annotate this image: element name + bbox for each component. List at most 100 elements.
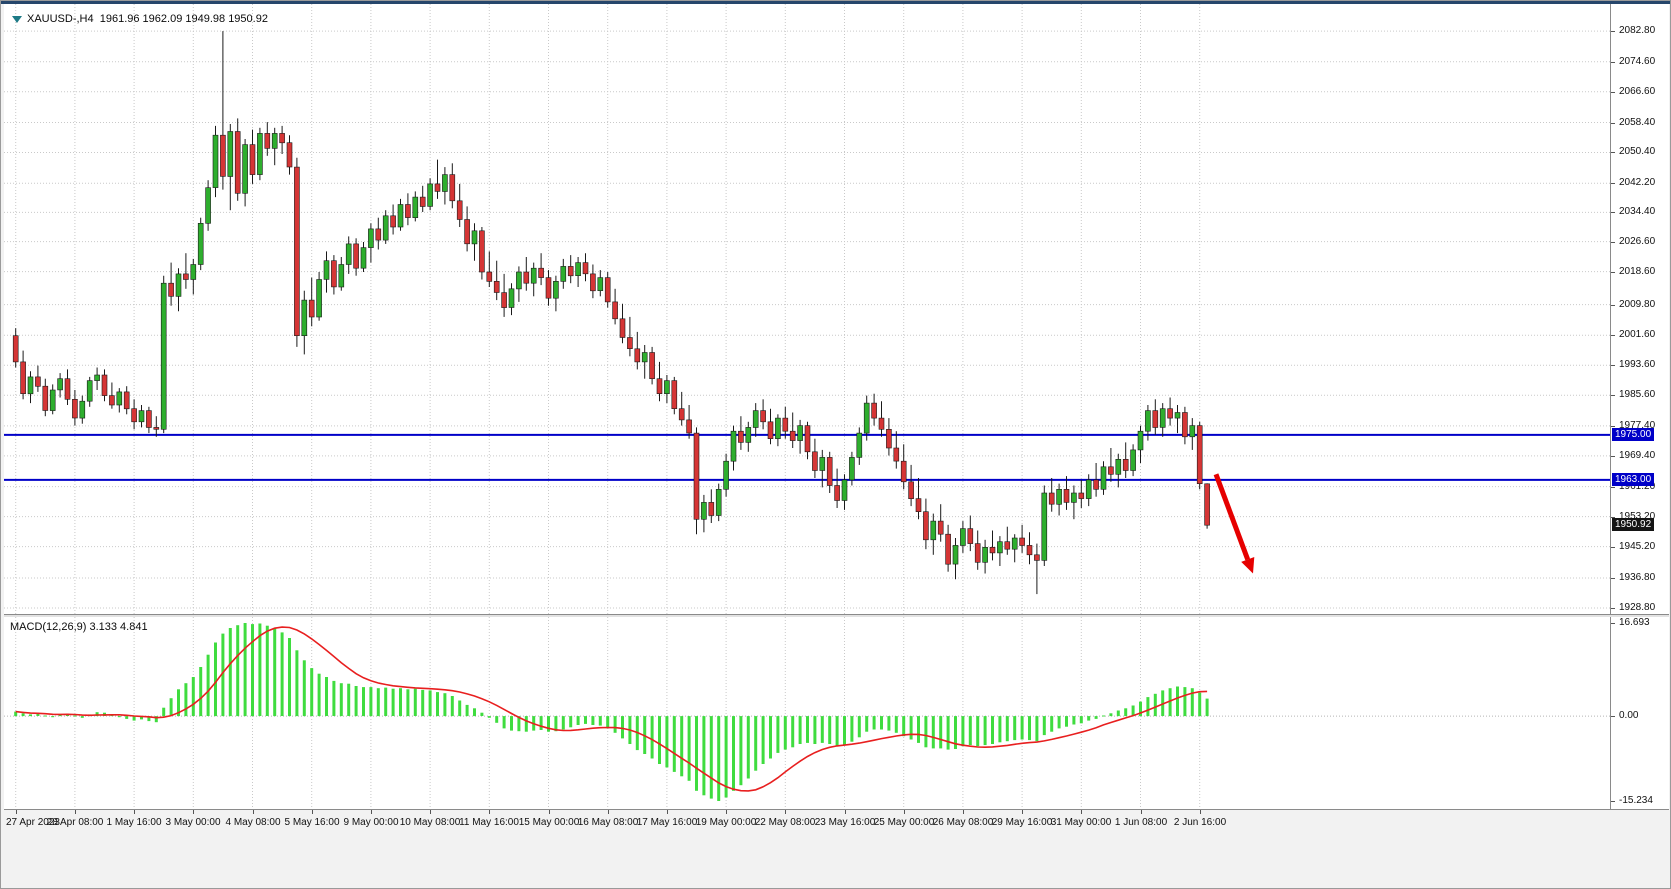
candle-body [1145,410,1151,432]
candle-body [323,260,330,280]
current-price-tag: 1950.92 [1612,518,1655,531]
candlestick-plot-area[interactable] [4,4,1610,614]
time-tick-label: 15 May 00:00 [518,817,580,828]
candle-body [35,376,41,387]
candle-body [405,204,411,218]
macd-histogram-bar [443,693,447,717]
candle-body [427,183,433,207]
macd-histogram-bar [147,716,151,722]
macd-histogram-bar [539,716,543,730]
candle-body [730,430,737,462]
candle-body [960,528,966,546]
macd-plot-area[interactable] [4,617,1610,809]
candle-body [878,417,885,430]
macd-histogram-bar [968,716,972,746]
candle-body [634,348,641,363]
candle-body [94,374,100,381]
macd-histogram-bar [1139,701,1142,717]
macd-histogram-bar [591,716,595,725]
price-tick-label: 1977.40 [1619,420,1656,431]
level-price-tag: 1975.00 [1612,428,1655,441]
macd-histogram-bar [369,687,373,717]
candle-body [627,337,633,349]
macd-tick-label: 16.693 [1619,617,1650,628]
candle-body [390,215,396,228]
macd-scale[interactable]: 16.693 0.00 -15.234 [1610,617,1669,809]
macd-histogram-bar [909,716,913,740]
macd-histogram-bar [828,716,832,744]
candle-body [871,402,877,419]
candle-body [242,144,248,194]
candle-body [1026,545,1033,556]
macd-histogram-bar [1205,698,1209,717]
macd-histogram-bar [1176,686,1179,716]
candle-body [923,511,929,541]
candle-body [501,292,507,308]
macd-histogram-bar [739,716,743,786]
price-tick-label: 2066.60 [1619,86,1656,97]
candle-body [1085,479,1092,499]
time-tick-label: 11 May 16:00 [459,817,519,828]
macd-histogram-bar [761,716,765,764]
macd-tick-mark [1611,801,1615,802]
candle-body [79,400,86,419]
candle-body [797,425,803,441]
price-tick-mark [1611,31,1615,32]
time-tick-mark [785,810,786,814]
candle-body [715,488,722,516]
macd-histogram-bar [687,716,691,781]
main-chart-panel[interactable]: XAUUSD-,H4 1961.96 1962.09 1949.98 1950.… [4,4,1610,614]
candle-body [723,460,729,490]
price-tick-label: 1953.20 [1619,511,1656,522]
macd-histogram-bar [1183,687,1187,717]
macd-histogram-bar [917,716,920,743]
candle-body [582,262,589,275]
price-tick-mark [1611,152,1615,153]
price-tick-label: 1945.20 [1619,541,1656,552]
macd-histogram-bar [1020,716,1024,740]
price-tick-label: 1993.60 [1619,359,1656,370]
quote-bar: XAUUSD-,H4 1961.96 1962.09 1949.98 1950.… [12,13,268,25]
candle-body [767,421,774,439]
macd-histogram-bar [251,624,254,717]
macd-histogram-bar [399,688,402,717]
macd-histogram-bar [598,716,602,726]
candle-body [257,133,263,175]
candle-body [1041,492,1048,561]
candle-body [560,266,567,282]
macd-histogram-bar [776,716,780,753]
candle-body [160,282,167,430]
time-tick-mark [312,810,313,814]
macd-histogram-bar [732,716,735,791]
candle-body [197,223,204,265]
macd-histogram-bar [1035,716,1039,742]
macd-histogram-bar [473,708,476,717]
candle-body [168,282,174,297]
macd-histogram-bar [754,716,758,771]
candle-body [86,380,93,402]
candle-body [442,174,448,192]
panel-divider[interactable] [4,614,1669,618]
candle-body [375,228,382,241]
macd-histogram-bar [510,716,513,731]
time-tick-label: 1 May 16:00 [106,817,162,828]
time-tick-label: 25 May 00:00 [873,817,935,828]
price-tick-mark [1611,426,1615,427]
macd-histogram-bar [1124,708,1128,717]
macd-panel[interactable]: MACD(12,26,9) 3.133 4.841 [4,617,1610,809]
candle-body [1204,483,1210,526]
candle-body [856,432,863,458]
price-scale[interactable]: 2082.80 2074.60 2066.60 2058.40 2050.40 2042.… [1610,4,1669,614]
time-axis[interactable]: 27 Apr 2023 28 Apr 08:00 1 May 16:00 3 May … [4,809,1669,836]
macd-histogram-bar [1198,692,1202,717]
candle-body [656,378,663,395]
sell-arrow-annotation[interactable] [1213,473,1255,574]
macd-histogram-bar [243,623,247,717]
macd-histogram-bar [1042,716,1046,736]
price-tick-mark [1611,335,1615,336]
macd-histogram-bar [162,707,166,717]
candle-body [908,481,914,499]
time-tick-mark [1200,810,1201,814]
candle-body [146,410,152,428]
candle-body [153,427,160,430]
